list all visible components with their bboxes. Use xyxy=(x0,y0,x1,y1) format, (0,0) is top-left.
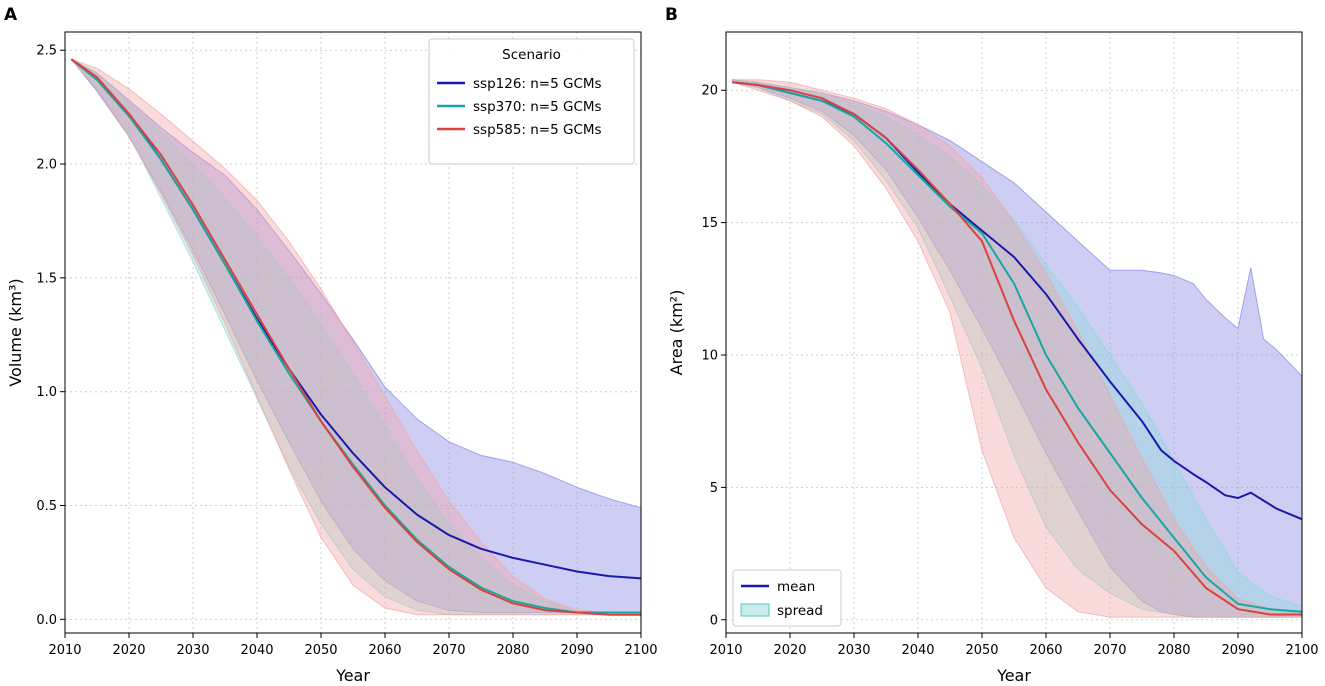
y-tick-label-b-0: 0 xyxy=(710,613,718,628)
x-tick-label-b-2: 2030 xyxy=(837,643,870,658)
mean-line-a-ssp370 xyxy=(70,58,641,614)
y-tick-label-b-1: 5 xyxy=(710,481,718,496)
panel-a-label: A xyxy=(4,5,18,25)
legend-title-a: Scenario xyxy=(502,47,561,63)
x-tick-label-a-7: 2080 xyxy=(496,643,529,658)
legend-label-a-1: ssp370: n=5 GCMs xyxy=(473,99,602,115)
bands-b xyxy=(731,79,1303,618)
x-axis-label-b: Year xyxy=(996,666,1031,685)
y-tick-label-a-5: 2.5 xyxy=(36,44,57,59)
legend-label-b-0: mean xyxy=(777,579,815,595)
x-tick-label-a-2: 2030 xyxy=(176,643,209,658)
x-tick-label-b-4: 2050 xyxy=(965,643,998,658)
x-tick-label-b-9: 2100 xyxy=(1285,643,1318,658)
y-tick-label-a-1: 0.5 xyxy=(36,499,57,514)
y-tick-label-a-2: 1.0 xyxy=(36,385,57,400)
x-tick-label-a-8: 2090 xyxy=(560,643,593,658)
mean-line-b-ssp585 xyxy=(732,81,1302,616)
mean-line-b-ssp370 xyxy=(732,81,1303,613)
legend-a: Scenario ssp126: n=5 GCMs ssp370: n=5 GCM… xyxy=(428,38,635,165)
legend-items-a: ssp126: n=5 GCMs ssp370: n=5 GCMs ssp585: … xyxy=(437,76,602,138)
x-tick-label-b-5: 2060 xyxy=(1029,643,1062,658)
axes-frame-b xyxy=(725,31,1303,634)
lines-a xyxy=(70,58,642,616)
y-tick-label-a-0: 0.0 xyxy=(36,613,57,628)
x-ticks-b: 2010 2020 2030 2040 2050 2060 2070 2080 2090 2100 xyxy=(709,633,1319,658)
x-ticks-a: 2010 2020 2030 2040 2050 2060 2070 2080 2090 2100 xyxy=(48,633,658,658)
legend-b: mean spread xyxy=(732,569,842,627)
legend-swatch-b-1 xyxy=(740,603,770,617)
legend-items-b: mean spread xyxy=(740,579,823,619)
x-tick-label-a-3: 2040 xyxy=(240,643,273,658)
x-tick-label-a-4: 2050 xyxy=(304,643,337,658)
x-tick-label-b-3: 2040 xyxy=(901,643,934,658)
panel-b-label: B xyxy=(665,5,678,25)
x-axis-label-a: Year xyxy=(335,666,370,685)
x-tick-label-b-7: 2080 xyxy=(1157,643,1190,658)
lines-b xyxy=(732,81,1303,616)
y-tick-label-b-4: 20 xyxy=(701,84,718,99)
axes-frame-a xyxy=(64,31,642,634)
x-tick-label-b-6: 2070 xyxy=(1093,643,1126,658)
y-axis-label-b: Area (km²) xyxy=(667,290,686,376)
x-tick-label-a-1: 2020 xyxy=(112,643,145,658)
x-tick-label-b-1: 2020 xyxy=(773,643,806,658)
y-ticks-a: 0.0 0.5 1.0 1.5 2.0 2.5 xyxy=(36,44,65,628)
legend-box-a xyxy=(428,38,635,165)
y-ticks-b: 0 5 10 15 20 xyxy=(701,84,726,628)
y-axis-label-a: Volume (km³) xyxy=(6,278,25,386)
x-tick-label-a-0: 2010 xyxy=(48,643,81,658)
y-tick-label-b-2: 10 xyxy=(701,349,718,364)
x-tick-label-a-5: 2060 xyxy=(368,643,401,658)
y-tick-label-a-3: 1.5 xyxy=(36,271,57,286)
mean-line-a-ssp585 xyxy=(70,58,641,616)
legend-label-a-0: ssp126: n=5 GCMs xyxy=(473,76,602,92)
x-tick-label-b-0: 2010 xyxy=(709,643,742,658)
legend-label-a-2: ssp585: n=5 GCMs xyxy=(473,122,602,138)
y-tick-label-b-3: 15 xyxy=(701,216,718,231)
legend-label-b-1: spread xyxy=(777,603,823,619)
x-tick-label-b-8: 2090 xyxy=(1221,643,1254,658)
chart-b: 2010 2020 2030 2040 2050 2060 2070 2080 2090 2100… xyxy=(667,31,1319,685)
chart-a: 2010 2020 2030 2040 2050 2060 2070 2080 2090 2100… xyxy=(6,31,658,685)
y-tick-label-a-4: 2.0 xyxy=(36,158,57,173)
x-tick-label-a-9: 2100 xyxy=(624,643,657,658)
x-tick-label-a-6: 2070 xyxy=(432,643,465,658)
